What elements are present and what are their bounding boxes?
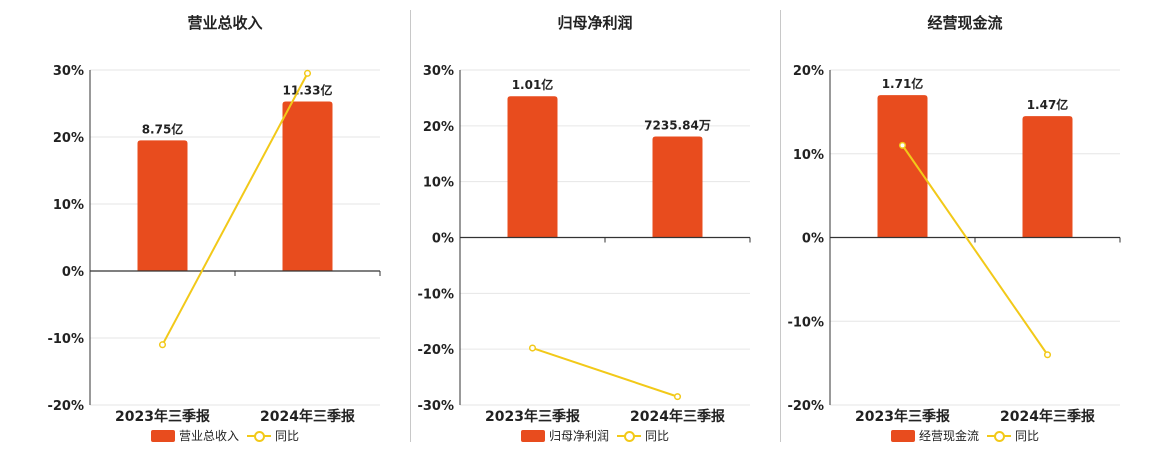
x-tick-label: 2024年三季报 — [1000, 408, 1095, 425]
bar — [877, 95, 928, 238]
legend-item-line[interactable]: 同比 — [247, 427, 299, 444]
bar — [507, 96, 558, 238]
legend-label-bar: 归母净利润 — [548, 429, 609, 443]
legend-bar-swatch — [150, 429, 175, 442]
legend-bar-swatch — [520, 429, 545, 442]
y-tick-label: 10% — [793, 148, 824, 163]
x-tick-label: 2024年三季报 — [630, 408, 725, 425]
legend-line-swatch — [987, 430, 1011, 442]
chart-title: 经营现金流 — [927, 14, 1003, 32]
chart-title: 营业总收入 — [187, 14, 263, 32]
y-tick-label: 20% — [793, 64, 824, 79]
chart-title: 归母净利润 — [557, 14, 633, 32]
y-tick-label: -10% — [787, 315, 824, 330]
legend-line-swatch — [247, 430, 271, 442]
data-label: 8.75亿 — [142, 121, 184, 136]
legend-item-line[interactable]: 同比 — [617, 427, 669, 444]
y-tick-label: 0% — [432, 232, 454, 247]
y-tick-label: -20% — [417, 343, 454, 358]
y-tick-label: 20% — [423, 120, 454, 135]
line-point — [898, 141, 907, 149]
line-point — [1043, 351, 1052, 359]
legend-label-line: 同比 — [1015, 429, 1040, 443]
line-point — [158, 341, 167, 349]
legend: 归母净利润 同比 — [410, 427, 780, 444]
y-tick-label: -10% — [417, 287, 454, 302]
panel-divider — [410, 10, 411, 442]
series-line — [161, 72, 309, 346]
bar — [1022, 116, 1073, 238]
x-tick-label: 2024年三季报 — [260, 408, 355, 425]
legend-item-bar[interactable]: 归母净利润 — [520, 427, 609, 444]
y-tick-label: -30% — [417, 399, 454, 414]
line-point — [528, 344, 537, 352]
bar — [282, 101, 333, 272]
y-tick-label: -20% — [787, 399, 824, 414]
x-tick-label: 2023年三季报 — [855, 408, 950, 425]
legend-label-line: 同比 — [645, 429, 670, 443]
data-label: 7235.84万 — [644, 118, 711, 132]
y-tick-label: 0% — [62, 265, 84, 280]
series-line — [532, 347, 678, 398]
y-tick-label: 20% — [53, 131, 84, 146]
chart-net-profit: 30% 20% 10% 0% -10% -20% -30% 1.01亿 7235.84万 2023… — [417, 64, 751, 425]
legend-label-line: 同比 — [275, 429, 300, 443]
bar — [137, 140, 188, 271]
y-tick-label: -10% — [47, 332, 84, 347]
legend-bar-swatch — [890, 429, 915, 442]
bar — [652, 136, 703, 238]
line-point — [303, 69, 312, 77]
data-label: 1.71亿 — [882, 76, 924, 91]
panel-net-profit: 归母净利润 30% 20% 10% 0% -10% -20% -30% 1.01亿 7235.8… — [410, 0, 780, 450]
legend-line-swatch — [617, 430, 641, 442]
y-tick-label: -20% — [47, 399, 84, 414]
y-tick-label: 10% — [423, 176, 454, 191]
x-tick-label: 2023年三季报 — [485, 408, 580, 425]
y-tick-label: 10% — [53, 198, 84, 213]
panel-cash-flow: 经营现金流 20% 10% 0% -10% -20% 1.71亿 1.47亿 2023年三季报… — [780, 0, 1150, 450]
series-line — [901, 144, 1049, 356]
legend: 经营现金流 同比 — [780, 427, 1150, 444]
legend-item-bar[interactable]: 经营现金流 — [890, 427, 979, 444]
data-label: 1.01亿 — [512, 77, 554, 92]
panel-revenue: 营业总收入 30% 20% 10% 0% -10% -20% 8.75亿 11.33亿 2023… — [40, 0, 410, 450]
y-tick-label: 0% — [802, 232, 824, 247]
y-tick-label: 30% — [423, 64, 454, 79]
chart-revenue: 30% 20% 10% 0% -10% -20% 8.75亿 11.33亿 2023年三季报 20… — [47, 64, 381, 425]
y-tick-label: 30% — [53, 64, 84, 79]
data-label: 1.47亿 — [1027, 97, 1069, 112]
chart-cash-flow: 20% 10% 0% -10% -20% 1.71亿 1.47亿 2023年三季报 2024年三… — [787, 64, 1121, 425]
x-tick-label: 2023年三季报 — [115, 408, 210, 425]
legend-label-bar: 经营现金流 — [918, 429, 979, 443]
line-point — [673, 393, 682, 401]
panel-divider — [780, 10, 781, 442]
data-label: 11.33亿 — [283, 82, 333, 97]
legend: 营业总收入 同比 — [40, 427, 410, 444]
legend-item-line[interactable]: 同比 — [987, 427, 1039, 444]
legend-label-bar: 营业总收入 — [178, 429, 239, 443]
legend-item-bar[interactable]: 营业总收入 — [150, 427, 239, 444]
